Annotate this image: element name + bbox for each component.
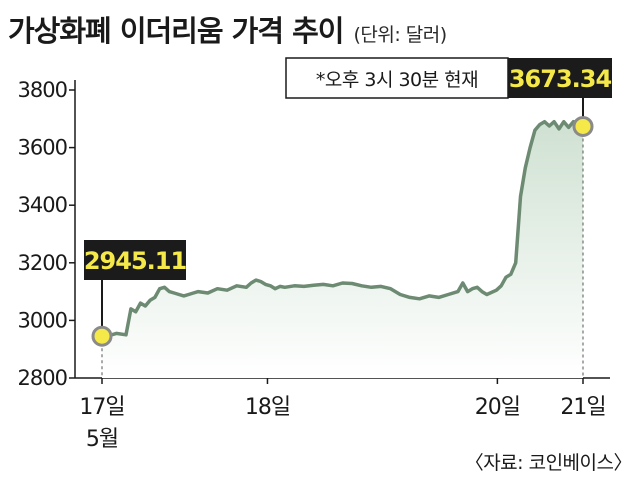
x-tick-sublabel: 5월 bbox=[86, 427, 118, 452]
annotation-layer: 2945.11 *오후 3시 30분 현재 3673.34 bbox=[84, 57, 612, 378]
x-axis: 17일 5월 18일 20일 21일 bbox=[75, 377, 610, 452]
area-layer bbox=[102, 119, 585, 378]
y-tick-label: 2800 bbox=[18, 366, 67, 390]
y-tick-label: 3000 bbox=[18, 308, 67, 332]
start-value-label: 2945.11 bbox=[84, 247, 187, 275]
x-tick-label: 18일 bbox=[245, 395, 290, 420]
start-marker bbox=[91, 325, 113, 347]
x-tick-label: 21일 bbox=[560, 395, 605, 420]
y-tick-label: 3600 bbox=[18, 136, 67, 160]
x-tick-label: 20일 bbox=[475, 395, 520, 420]
price-area bbox=[102, 121, 583, 378]
chart-unit: (단위: 달러) bbox=[353, 24, 447, 46]
x-tick-label: 17일 bbox=[79, 395, 124, 420]
chart-title: 가상화폐 이더리움 가격 추이 bbox=[8, 14, 344, 48]
y-axis: 2800 3000 3200 3400 3600 3800 bbox=[18, 78, 76, 390]
start-label-box bbox=[84, 240, 186, 280]
y-tick-label: 3400 bbox=[18, 193, 67, 217]
end-note-label: *오후 3시 30분 현재 bbox=[316, 69, 478, 91]
end-value-label: 3673.34 bbox=[509, 65, 612, 93]
y-tick-label: 3800 bbox=[18, 78, 67, 102]
y-tick-label: 3200 bbox=[18, 251, 67, 275]
end-label-box bbox=[508, 58, 612, 98]
price-line bbox=[102, 119, 585, 338]
source-note: 〈자료: 코인베이스〉 bbox=[464, 452, 633, 474]
title-row: 가상화폐 이더리움 가격 추이 (단위: 달러) bbox=[8, 8, 447, 48]
end-marker bbox=[572, 115, 594, 137]
